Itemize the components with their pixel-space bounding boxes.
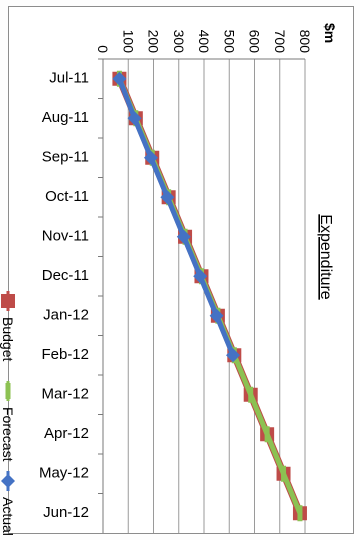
y-axis-unit-label: $m bbox=[322, 23, 338, 43]
series-line bbox=[117, 77, 236, 357]
rotated-chart: 0 100 200 300 400 500 600 700 800 Jul-11 Aug-11 Sep… bbox=[0, 7, 353, 547]
data-point-marker bbox=[297, 505, 303, 522]
y-tick-label: 400 bbox=[196, 30, 212, 54]
data-point-marker bbox=[160, 190, 175, 205]
x-tick-label: Jan-12 bbox=[43, 307, 89, 324]
data-point-marker bbox=[248, 386, 254, 403]
series-layer bbox=[112, 70, 307, 522]
expenditure-chart: 0 100 200 300 400 500 600 700 800 Jul-11 Aug-11 Sep… bbox=[0, 23, 338, 536]
y-tick-label: 700 bbox=[272, 30, 288, 54]
y-tick-label: 500 bbox=[221, 30, 237, 54]
data-point-marker bbox=[1, 294, 15, 308]
x-tick-label: May-12 bbox=[39, 465, 89, 482]
axis-layer: 0 100 200 300 400 500 600 700 800 Jul-11 Aug-11 Sep… bbox=[39, 30, 313, 533]
y-tick-label: 600 bbox=[247, 30, 263, 54]
legend-label: Actual bbox=[0, 497, 16, 536]
y-tick-label: 800 bbox=[297, 30, 313, 54]
data-point-marker bbox=[112, 71, 127, 86]
x-tick-label: Nov-11 bbox=[42, 228, 89, 245]
data-point-marker bbox=[193, 269, 208, 284]
legend-item-forecast: Forecast bbox=[0, 381, 16, 462]
data-point-marker bbox=[264, 426, 270, 443]
x-tick-label: Jul-11 bbox=[49, 70, 89, 87]
x-tick-label: Feb-12 bbox=[41, 346, 89, 363]
legend-label: Budget bbox=[0, 317, 16, 361]
x-tick-label: Sep-11 bbox=[42, 149, 89, 166]
data-point-marker bbox=[5, 383, 11, 399]
grid-layer bbox=[102, 59, 306, 533]
x-tick-label: Jun-12 bbox=[43, 504, 89, 521]
y-tick-label: 200 bbox=[146, 30, 162, 54]
x-tick-label: Apr-12 bbox=[44, 425, 89, 442]
chart-title: Expenditure bbox=[317, 214, 334, 299]
legend-label: Forecast bbox=[0, 407, 16, 462]
legend-item-actual: Actual bbox=[0, 471, 16, 536]
y-tick-label: 300 bbox=[171, 30, 187, 54]
chart-frame: 0 100 200 300 400 500 600 700 800 Jul-11 Aug-11 Sep… bbox=[0, 6, 354, 536]
x-tick-label: Dec-11 bbox=[42, 267, 89, 284]
x-tick-label: Oct-11 bbox=[45, 188, 89, 205]
y-tick-label: 0 bbox=[95, 45, 111, 53]
data-point-marker bbox=[176, 229, 191, 244]
data-point-marker bbox=[127, 111, 142, 126]
data-point-marker bbox=[281, 465, 287, 482]
legend-item-budget: Budget bbox=[0, 291, 16, 361]
data-point-marker bbox=[143, 150, 158, 165]
data-point-marker bbox=[209, 308, 224, 323]
x-tick-label: Aug-11 bbox=[42, 109, 89, 126]
y-tick-label: 100 bbox=[120, 30, 136, 54]
x-tick-label: Mar-12 bbox=[41, 386, 89, 403]
legend: Budget Forecast Actual bbox=[0, 291, 16, 536]
data-point-marker bbox=[1, 474, 15, 488]
